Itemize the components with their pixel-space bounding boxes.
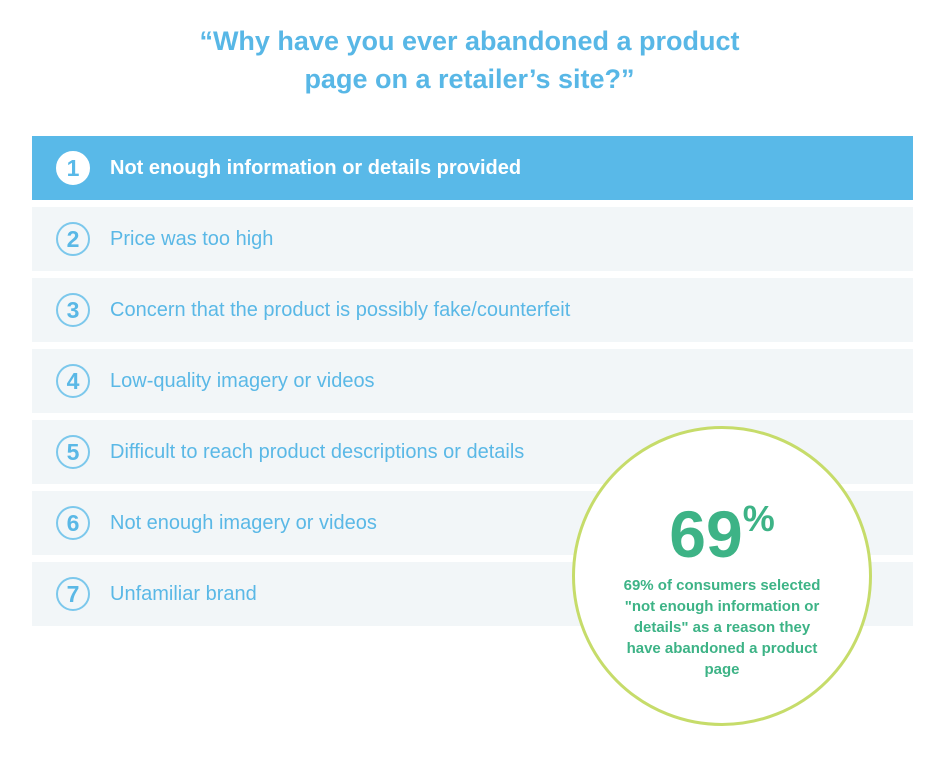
list-item-1: 1 Not enough information or details prov…: [32, 136, 913, 200]
rank-badge: 3: [56, 293, 90, 327]
list-item-label: Difficult to reach product descriptions …: [110, 440, 525, 463]
rank-badge: 7: [56, 577, 90, 611]
rank-badge: 1: [56, 151, 90, 185]
rank-badge: 4: [56, 364, 90, 398]
rank-badge: 5: [56, 435, 90, 469]
stat-percent-sign: %: [742, 498, 775, 539]
ranked-list: 1 Not enough information or details prov…: [32, 136, 913, 633]
stat-callout-circle: 69% 69% of consumers selected "not enoug…: [572, 426, 872, 726]
list-item-label: Low-quality imagery or videos: [110, 369, 375, 392]
stat-description: 69% of consumers selected "not enough in…: [623, 577, 821, 678]
stat-number: 69: [669, 497, 743, 571]
list-item-label: Unfamiliar brand: [110, 582, 257, 605]
chart-title-line-1: “Why have you ever abandoned a product: [199, 26, 740, 56]
list-item-2: 2 Price was too high: [32, 207, 913, 271]
list-item-label: Not enough information or details provid…: [110, 156, 522, 179]
list-item-label: Price was too high: [110, 227, 274, 250]
chart-title-line-2: page on a retailer’s site?”: [304, 64, 635, 94]
list-item-3: 3 Concern that the product is possibly f…: [32, 278, 913, 342]
list-item-label: Concern that the product is possibly fak…: [110, 298, 571, 321]
list-item-label: Not enough imagery or videos: [110, 511, 377, 534]
rank-badge: 2: [56, 222, 90, 256]
stat-value: 69%: [575, 483, 869, 570]
chart-title: “Why have you ever abandoned a product p…: [0, 22, 939, 98]
rank-badge: 6: [56, 506, 90, 540]
list-item-4: 4 Low-quality imagery or videos: [32, 349, 913, 413]
